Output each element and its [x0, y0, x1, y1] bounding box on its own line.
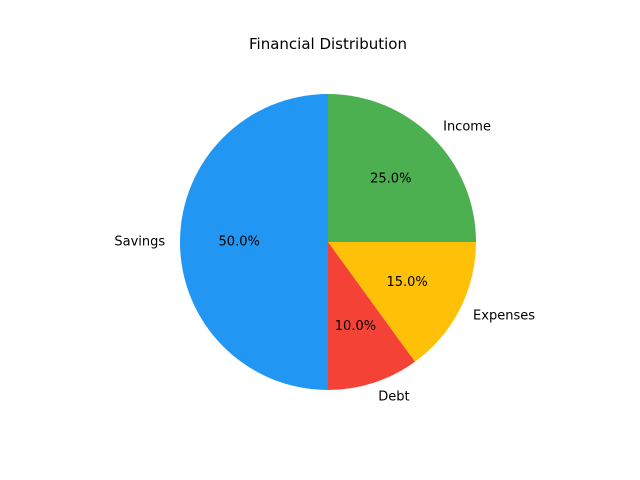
pct-label-income: 25.0% [370, 172, 411, 187]
pie-slice-savings [180, 94, 328, 390]
slice-label-expenses: Expenses [473, 308, 535, 323]
slice-label-debt: Debt [378, 389, 409, 404]
chart-title: Financial Distribution [249, 35, 407, 53]
pie-slice-debt [328, 242, 415, 390]
pct-label-savings: 50.0% [219, 235, 260, 250]
pie-slice-income [328, 94, 476, 242]
pct-label-debt: 10.0% [335, 319, 376, 334]
pie-slice-expenses [328, 242, 476, 362]
slice-label-income: Income [443, 119, 491, 134]
pct-label-expenses: 15.0% [386, 275, 427, 290]
pie-slices [180, 94, 476, 390]
pie-labels: 25.0% Income 15.0% Expenses 10.0% Debt 50.0% Sa… [114, 119, 535, 404]
slice-label-savings: Savings [114, 235, 165, 250]
